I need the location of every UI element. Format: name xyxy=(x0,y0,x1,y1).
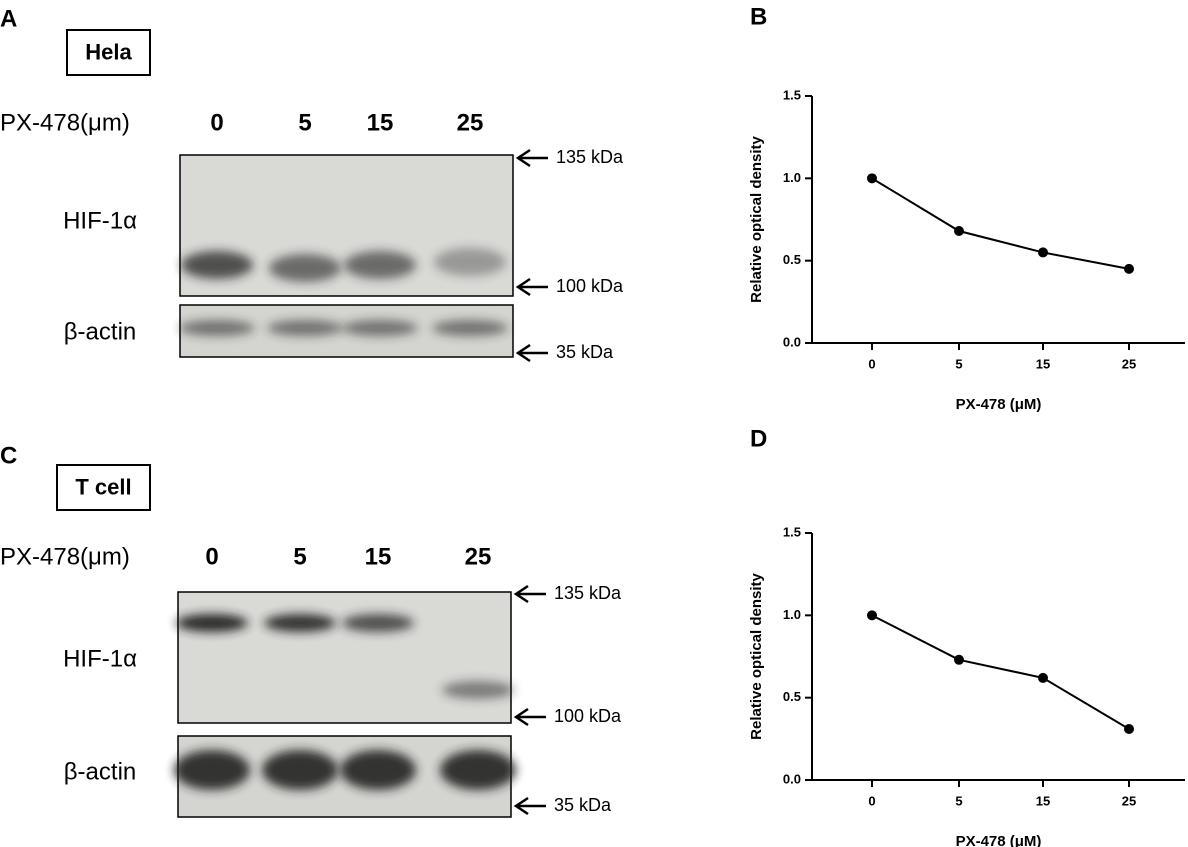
marker-label: 135 kDa xyxy=(554,583,622,603)
band xyxy=(179,320,255,336)
y-axis-label: Relative optical density xyxy=(748,572,765,739)
line xyxy=(871,177,1130,270)
x-tick-label: 15 xyxy=(1036,356,1050,371)
row-label: β-actin xyxy=(64,318,137,345)
x-tick-label: 5 xyxy=(955,356,962,371)
point xyxy=(954,226,964,237)
lane-label: 5 xyxy=(293,543,306,570)
lane-label: 0 xyxy=(205,543,218,570)
y-tick-label: 0.0 xyxy=(783,334,801,349)
point xyxy=(1124,723,1134,734)
arrow-head xyxy=(515,277,531,297)
row-label: β-actin xyxy=(64,758,137,785)
point xyxy=(1038,672,1048,683)
band xyxy=(342,614,414,632)
cell-label: Hela xyxy=(85,39,132,64)
treatment-label: PX-478(μm) xyxy=(0,543,130,570)
lane-label: 0 xyxy=(210,109,223,136)
lane-label: 15 xyxy=(365,543,392,570)
band xyxy=(340,750,416,790)
x-tick-label: 0 xyxy=(868,793,875,808)
marker-label: 135 kDa xyxy=(556,147,624,167)
x-tick-label: 0 xyxy=(868,356,875,371)
lane-label: 15 xyxy=(367,109,394,136)
x-tick-label: 25 xyxy=(1122,356,1136,371)
panel-letter: A xyxy=(0,5,17,32)
band xyxy=(267,320,343,336)
x-axis-label: PX-478 (μM) xyxy=(956,396,1042,413)
band xyxy=(344,251,416,279)
cell-box xyxy=(66,29,151,76)
arrow-head xyxy=(513,707,529,727)
band xyxy=(176,614,248,632)
panel-letter: D xyxy=(750,425,767,452)
x-tick-label: 15 xyxy=(1036,793,1050,808)
row-label: HIF-1α xyxy=(63,207,137,234)
cell-label: T cell xyxy=(75,474,131,499)
marker-label: 35 kDa xyxy=(554,795,612,815)
y-tick-label: 0.5 xyxy=(783,252,801,267)
y-tick-label: 0.5 xyxy=(783,689,801,704)
arrow-head xyxy=(515,148,531,168)
point xyxy=(867,173,877,184)
y-tick-label: 1.5 xyxy=(783,87,801,102)
band xyxy=(342,320,418,336)
band xyxy=(432,320,508,336)
band xyxy=(442,681,514,699)
band xyxy=(269,254,341,282)
y-axis-label: Relative optical density xyxy=(748,135,765,302)
y-tick-label: 1.0 xyxy=(783,607,801,622)
point xyxy=(1124,263,1134,274)
band xyxy=(174,750,250,790)
band xyxy=(264,614,336,632)
treatment-label: PX-478(μm) xyxy=(0,109,130,136)
y-tick-label: 1.5 xyxy=(783,524,801,539)
y-tick-label: 0.0 xyxy=(783,771,801,786)
row-label: HIF-1α xyxy=(63,645,137,672)
line xyxy=(871,614,1130,730)
arrow-head xyxy=(513,796,529,816)
point xyxy=(867,610,877,621)
panel-letter: B xyxy=(750,3,767,30)
band xyxy=(434,248,506,276)
lane-label: 5 xyxy=(298,109,311,136)
marker-label: 100 kDa xyxy=(554,706,622,726)
point xyxy=(954,654,964,665)
point xyxy=(1038,247,1048,258)
lane-label: 25 xyxy=(465,543,492,570)
cell-box xyxy=(56,464,151,511)
x-tick-label: 5 xyxy=(955,793,962,808)
panel-letter: C xyxy=(0,442,17,469)
band xyxy=(440,750,516,790)
blot xyxy=(177,591,512,724)
marker-label: 35 kDa xyxy=(556,342,614,362)
x-tick-label: 25 xyxy=(1122,793,1136,808)
marker-label: 100 kDa xyxy=(556,276,624,296)
y-tick-label: 1.0 xyxy=(783,170,801,185)
band xyxy=(262,750,338,790)
arrow-head xyxy=(515,343,531,363)
lane-label: 25 xyxy=(457,109,484,136)
band xyxy=(181,251,253,279)
arrow-head xyxy=(513,584,529,604)
x-axis-label: PX-478 (μM) xyxy=(956,833,1042,847)
